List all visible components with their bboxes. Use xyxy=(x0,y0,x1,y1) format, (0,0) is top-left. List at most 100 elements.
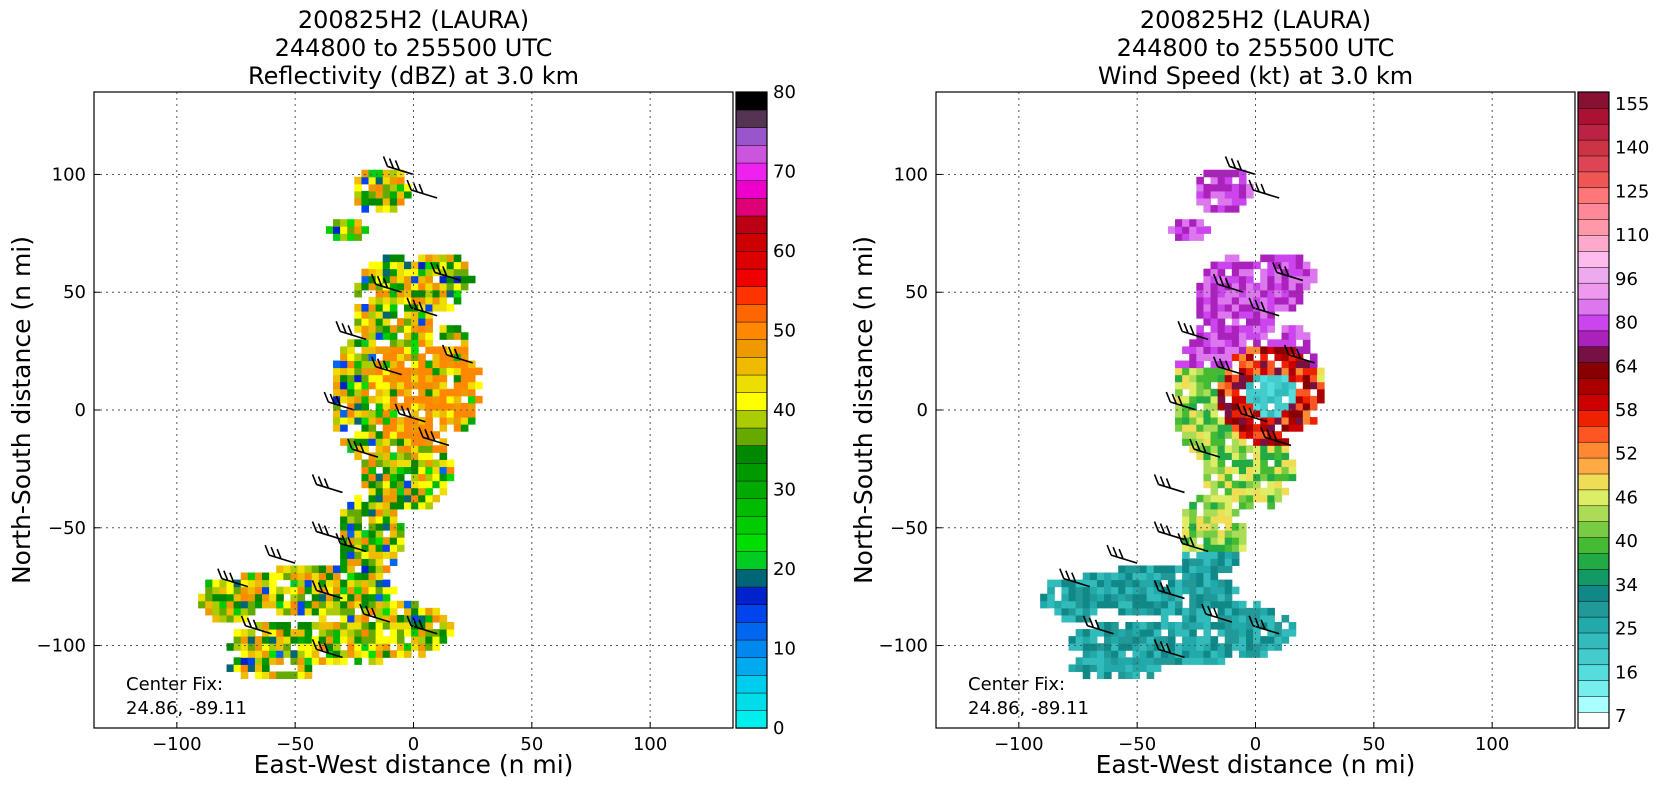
radar-cell xyxy=(375,636,384,644)
radar-cell xyxy=(404,190,412,199)
radar-cell xyxy=(333,650,341,658)
radar-cell xyxy=(240,586,249,595)
radar-cell xyxy=(375,176,384,185)
wind-barb xyxy=(370,273,402,293)
radar-cell xyxy=(1096,572,1105,581)
radar-cell xyxy=(1288,332,1297,340)
radar-cell xyxy=(276,600,284,609)
radar-cell xyxy=(212,607,220,616)
radar-cell xyxy=(233,614,242,623)
radar-cell xyxy=(368,198,377,206)
radar-cell xyxy=(1210,346,1219,354)
radar-cell xyxy=(1253,318,1261,326)
radar-cell xyxy=(1189,395,1197,404)
radar-cell xyxy=(254,593,263,602)
radar-cell xyxy=(1231,607,1240,616)
radar-cell xyxy=(453,282,462,291)
radar-cell xyxy=(389,353,398,362)
radar-cell xyxy=(1274,410,1283,418)
radar-cell xyxy=(432,381,441,390)
radar-cell xyxy=(460,367,469,376)
radar-cell xyxy=(1104,593,1112,602)
radar-cell xyxy=(354,353,362,362)
radar-cell xyxy=(382,614,391,623)
radar-cell xyxy=(361,614,370,623)
radar-cell xyxy=(1217,544,1226,552)
radar-cell xyxy=(290,657,299,665)
radar-cell xyxy=(439,381,448,390)
radar-cell xyxy=(382,296,391,305)
radar-cell xyxy=(1104,579,1112,588)
wind-barb xyxy=(1248,297,1280,317)
radar-cell xyxy=(1082,586,1091,595)
radar-cell xyxy=(411,431,419,439)
radar-cell xyxy=(1068,636,1077,644)
x-tick-label: −50 xyxy=(1118,734,1156,755)
radar-cell xyxy=(375,268,384,277)
radar-cell xyxy=(418,402,426,411)
radar-cell xyxy=(1253,282,1261,291)
radar-cell xyxy=(1288,275,1297,284)
radar-cell xyxy=(1111,593,1119,602)
radar-cell xyxy=(432,636,441,644)
radar-cell xyxy=(1196,643,1204,651)
radar-cell xyxy=(361,381,370,390)
radar-cell xyxy=(425,261,433,270)
radar-cell xyxy=(1309,395,1318,404)
radar-cell xyxy=(361,643,370,651)
radar-cell xyxy=(1203,353,1212,362)
radar-cell xyxy=(361,466,370,475)
radar-cell xyxy=(1196,346,1204,354)
radar-cell xyxy=(1231,289,1240,298)
radar-cell xyxy=(1153,622,1162,630)
radar-cell xyxy=(375,551,384,559)
y-axis-label: North-South distance (n mi) xyxy=(849,236,878,584)
radar-cell xyxy=(361,579,370,588)
radar-cell xyxy=(1203,289,1212,298)
radar-cell xyxy=(1246,480,1254,489)
radar-cell xyxy=(368,395,377,404)
radar-cell xyxy=(1089,643,1098,651)
colorbar-swatch xyxy=(735,144,768,164)
radar-cell xyxy=(318,657,327,665)
radar-cell xyxy=(1217,381,1226,390)
radar-cell xyxy=(1089,572,1098,581)
radar-cell xyxy=(1203,558,1212,566)
radar-cell xyxy=(1139,664,1148,672)
radar-cell xyxy=(297,664,306,672)
radar-cell xyxy=(1075,593,1084,602)
x-tick-label: −100 xyxy=(994,734,1043,755)
radar-cell xyxy=(375,607,384,616)
radar-cell xyxy=(1189,424,1197,432)
colorbar-swatch xyxy=(1577,330,1610,348)
radar-cell xyxy=(396,480,405,489)
radar-cell xyxy=(318,622,327,630)
radar-cell xyxy=(1288,282,1297,291)
radar-cell xyxy=(361,622,370,630)
radar-cell xyxy=(311,572,320,581)
radar-cell xyxy=(1224,607,1233,616)
radar-cell xyxy=(354,650,362,658)
radar-cell xyxy=(411,360,419,369)
radar-cell xyxy=(1246,367,1254,376)
radar-cell xyxy=(1217,501,1226,510)
radar-cell xyxy=(354,600,362,609)
radar-cell xyxy=(1274,289,1283,298)
radar-cell xyxy=(354,339,362,347)
radar-cell xyxy=(1238,544,1247,552)
radar-cell xyxy=(1238,402,1247,411)
radar-cell xyxy=(467,275,476,284)
radar-cell xyxy=(1189,530,1197,538)
radar-cell xyxy=(1260,424,1268,432)
colorbar-tick-label: 10 xyxy=(773,639,796,660)
radar-cell xyxy=(1295,261,1304,270)
radar-cell xyxy=(1167,636,1176,644)
radar-cell xyxy=(297,579,306,588)
radar-cell xyxy=(347,219,355,227)
radar-cell xyxy=(1246,431,1254,439)
radar-cell xyxy=(1139,586,1148,595)
radar-cell xyxy=(1189,388,1197,397)
radar-cell xyxy=(432,494,441,503)
wind-barb xyxy=(335,321,367,341)
radar-cell xyxy=(1260,494,1268,503)
